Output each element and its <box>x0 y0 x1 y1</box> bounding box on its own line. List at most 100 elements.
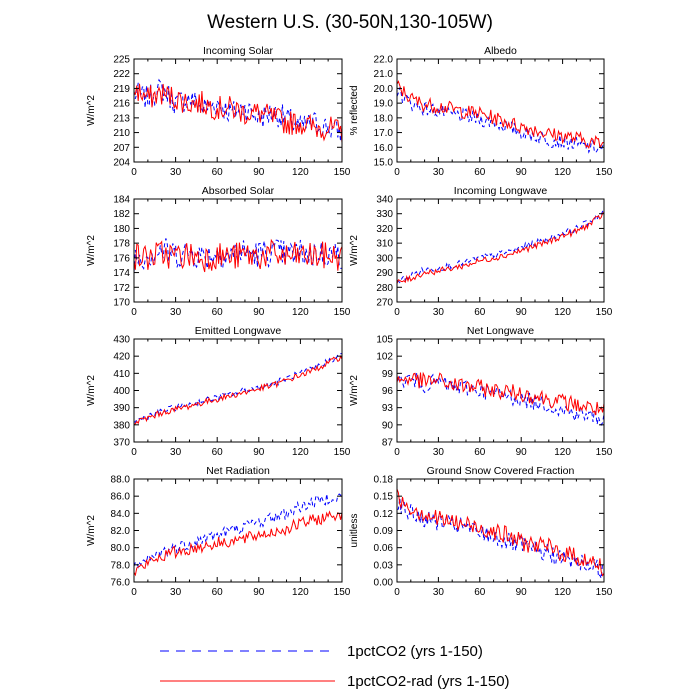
y-axis-label: W/m^2 <box>86 235 97 266</box>
y-tick-label: 19.0 <box>374 99 394 110</box>
y-tick-label: 180 <box>113 224 130 235</box>
x-tick-label: 30 <box>170 307 182 318</box>
y-axis-label: W/m^2 <box>349 235 360 266</box>
y-tick-label: 99 <box>382 369 394 380</box>
y-tick-label: 320 <box>376 224 393 235</box>
series-line-red <box>396 211 605 284</box>
x-tick-label: 90 <box>516 307 528 318</box>
plot-frame <box>133 58 343 163</box>
series-line-blue <box>396 210 605 284</box>
legend: 1pctCO2 (yrs 1-150) 1pctCO2-rad (yrs 1-1… <box>160 643 510 690</box>
panel-1: Albedo % reflected 0 30 60 90 120 150 15.0 16.0 17… <box>349 45 613 178</box>
series-line-blue <box>133 78 343 142</box>
x-tick-label: 60 <box>212 447 224 458</box>
x-tick-label: 0 <box>131 167 137 178</box>
x-tick-label: 0 <box>131 307 137 318</box>
series-line-blue <box>396 373 605 426</box>
panel-7: Ground Snow Covered Fraction unitless 0 30 6… <box>349 465 613 598</box>
x-tick-label: 60 <box>474 307 486 318</box>
x-tick-label: 30 <box>170 587 182 598</box>
y-tick-label: 225 <box>113 55 130 66</box>
y-tick-label: 222 <box>113 69 130 80</box>
y-tick-label: 170 <box>113 298 130 309</box>
x-tick-label: 30 <box>433 587 445 598</box>
y-tick-label: 340 <box>376 195 393 206</box>
x-tick-label: 30 <box>433 307 445 318</box>
x-tick-label: 30 <box>170 167 182 178</box>
y-tick-label: 78.0 <box>111 560 131 571</box>
x-tick-label: 0 <box>394 587 400 598</box>
x-tick-label: 60 <box>474 167 486 178</box>
panel-3: Incoming Longwave W/m^2 0 30 60 90 120 150 270 28… <box>349 185 613 318</box>
y-tick-label: 290 <box>376 268 393 279</box>
series-line-red <box>133 354 343 425</box>
y-tick-label: 176 <box>113 253 130 264</box>
x-tick-label: 60 <box>212 167 224 178</box>
y-tick-label: 390 <box>113 403 130 414</box>
x-tick-label: 150 <box>596 447 613 458</box>
y-tick-label: 90 <box>382 420 394 431</box>
x-tick-label: 120 <box>554 307 571 318</box>
x-tick-label: 30 <box>170 447 182 458</box>
y-tick-label: 93 <box>382 403 394 414</box>
plot-frame <box>396 58 605 163</box>
y-tick-label: 87 <box>382 438 394 449</box>
x-tick-label: 60 <box>474 587 486 598</box>
series-line-blue <box>396 497 605 579</box>
x-tick-label: 90 <box>253 587 265 598</box>
x-tick-label: 120 <box>554 587 571 598</box>
y-tick-label: 280 <box>376 283 393 294</box>
y-tick-label: 20.0 <box>374 84 394 95</box>
x-tick-label: 150 <box>596 587 613 598</box>
y-tick-label: 178 <box>113 239 130 250</box>
y-tick-label: 0.15 <box>374 492 394 503</box>
y-tick-label: 216 <box>113 99 130 110</box>
y-tick-label: 0.00 <box>374 578 394 589</box>
panel-title: Absorbed Solar <box>202 185 275 197</box>
panel-title: Net Longwave <box>467 325 534 337</box>
y-tick-label: 207 <box>113 143 130 154</box>
y-tick-label: 84.0 <box>111 509 131 520</box>
panel-5: Net Longwave W/m^2 0 30 60 90 120 150 87 90 93 96 99… <box>349 325 613 458</box>
y-tick-label: 270 <box>376 298 393 309</box>
y-tick-label: 400 <box>113 386 130 397</box>
y-tick-label: 219 <box>113 84 130 95</box>
x-tick-label: 150 <box>334 167 351 178</box>
y-tick-label: 310 <box>376 239 393 250</box>
x-tick-label: 60 <box>212 307 224 318</box>
x-tick-label: 90 <box>253 307 265 318</box>
y-tick-label: 18.0 <box>374 113 394 124</box>
x-tick-label: 90 <box>516 167 528 178</box>
x-tick-label: 60 <box>212 587 224 598</box>
y-tick-label: 17.0 <box>374 128 394 139</box>
y-tick-label: 0.12 <box>374 509 394 520</box>
y-tick-label: 0.06 <box>374 543 394 554</box>
y-axis-label: unitless <box>349 514 360 548</box>
x-tick-label: 0 <box>131 447 137 458</box>
panel-title: Ground Snow Covered Fraction <box>427 465 575 477</box>
x-tick-label: 0 <box>131 587 137 598</box>
panel-0: Incoming Solar W/m^2 0 30 60 90 120 150 204 207 21… <box>86 45 351 178</box>
plot-frame <box>396 198 605 303</box>
panel-6: Net Radiation W/m^2 0 30 60 90 120 150 76.0 78.0 8… <box>86 465 351 598</box>
x-tick-label: 120 <box>292 167 309 178</box>
x-tick-label: 0 <box>394 447 400 458</box>
y-tick-label: 82.0 <box>111 526 131 537</box>
y-tick-label: 430 <box>113 335 130 346</box>
y-axis-label: W/m^2 <box>86 515 97 546</box>
series-line-blue <box>133 353 343 423</box>
y-tick-label: 370 <box>113 438 130 449</box>
y-axis-label: W/m^2 <box>86 375 97 406</box>
series-line-red <box>133 238 343 273</box>
y-axis-label: % reflected <box>349 85 360 135</box>
y-tick-label: 86.0 <box>111 492 131 503</box>
x-tick-label: 120 <box>292 587 309 598</box>
x-tick-label: 150 <box>334 587 351 598</box>
y-tick-label: 210 <box>113 128 130 139</box>
y-tick-label: 204 <box>113 158 130 169</box>
y-tick-label: 213 <box>113 113 130 124</box>
series-line-blue <box>396 87 605 154</box>
panel-4: Emitted Longwave W/m^2 0 30 60 90 120 150 370 380… <box>86 325 351 458</box>
y-tick-label: 105 <box>376 335 393 346</box>
